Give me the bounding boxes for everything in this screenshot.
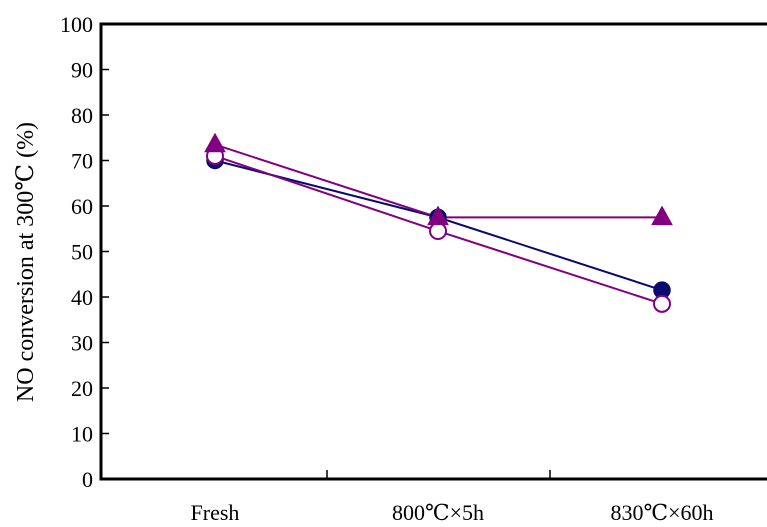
y-tick-label: 30 bbox=[71, 331, 93, 356]
x-tick-label: 830℃×60h bbox=[610, 500, 713, 525]
series-3-point bbox=[427, 205, 449, 226]
y-tick-label: 70 bbox=[71, 149, 93, 174]
y-tick-label: 90 bbox=[71, 58, 93, 83]
series-2-point bbox=[653, 294, 671, 313]
series-3-point bbox=[204, 132, 226, 153]
x-tick-label: Fresh bbox=[191, 500, 240, 525]
y-tick-label: 10 bbox=[71, 422, 93, 447]
y-axis-title: NO conversion at 300℃ (%) bbox=[13, 122, 39, 402]
series-3-point bbox=[651, 205, 673, 226]
y-tick-label: 0 bbox=[82, 467, 93, 492]
y-axis-ticks: 0 10 20 30 40 50 60 70 80 90 100 bbox=[60, 12, 109, 492]
series-markers bbox=[204, 132, 673, 313]
y-tick-label: 20 bbox=[71, 376, 93, 401]
y-tick-label: 80 bbox=[71, 103, 93, 128]
series-2-point bbox=[429, 222, 447, 241]
x-tick-label: 800℃×5h bbox=[392, 500, 484, 525]
x-axis-ticks: Fresh 800℃×5h 830℃×60h bbox=[191, 470, 714, 525]
y-tick-label: 40 bbox=[71, 285, 93, 310]
y-tick-label: 60 bbox=[71, 194, 93, 219]
plot-frame bbox=[99, 22, 767, 481]
y-tick-label: 100 bbox=[60, 12, 93, 37]
y-tick-label: 50 bbox=[71, 240, 93, 265]
